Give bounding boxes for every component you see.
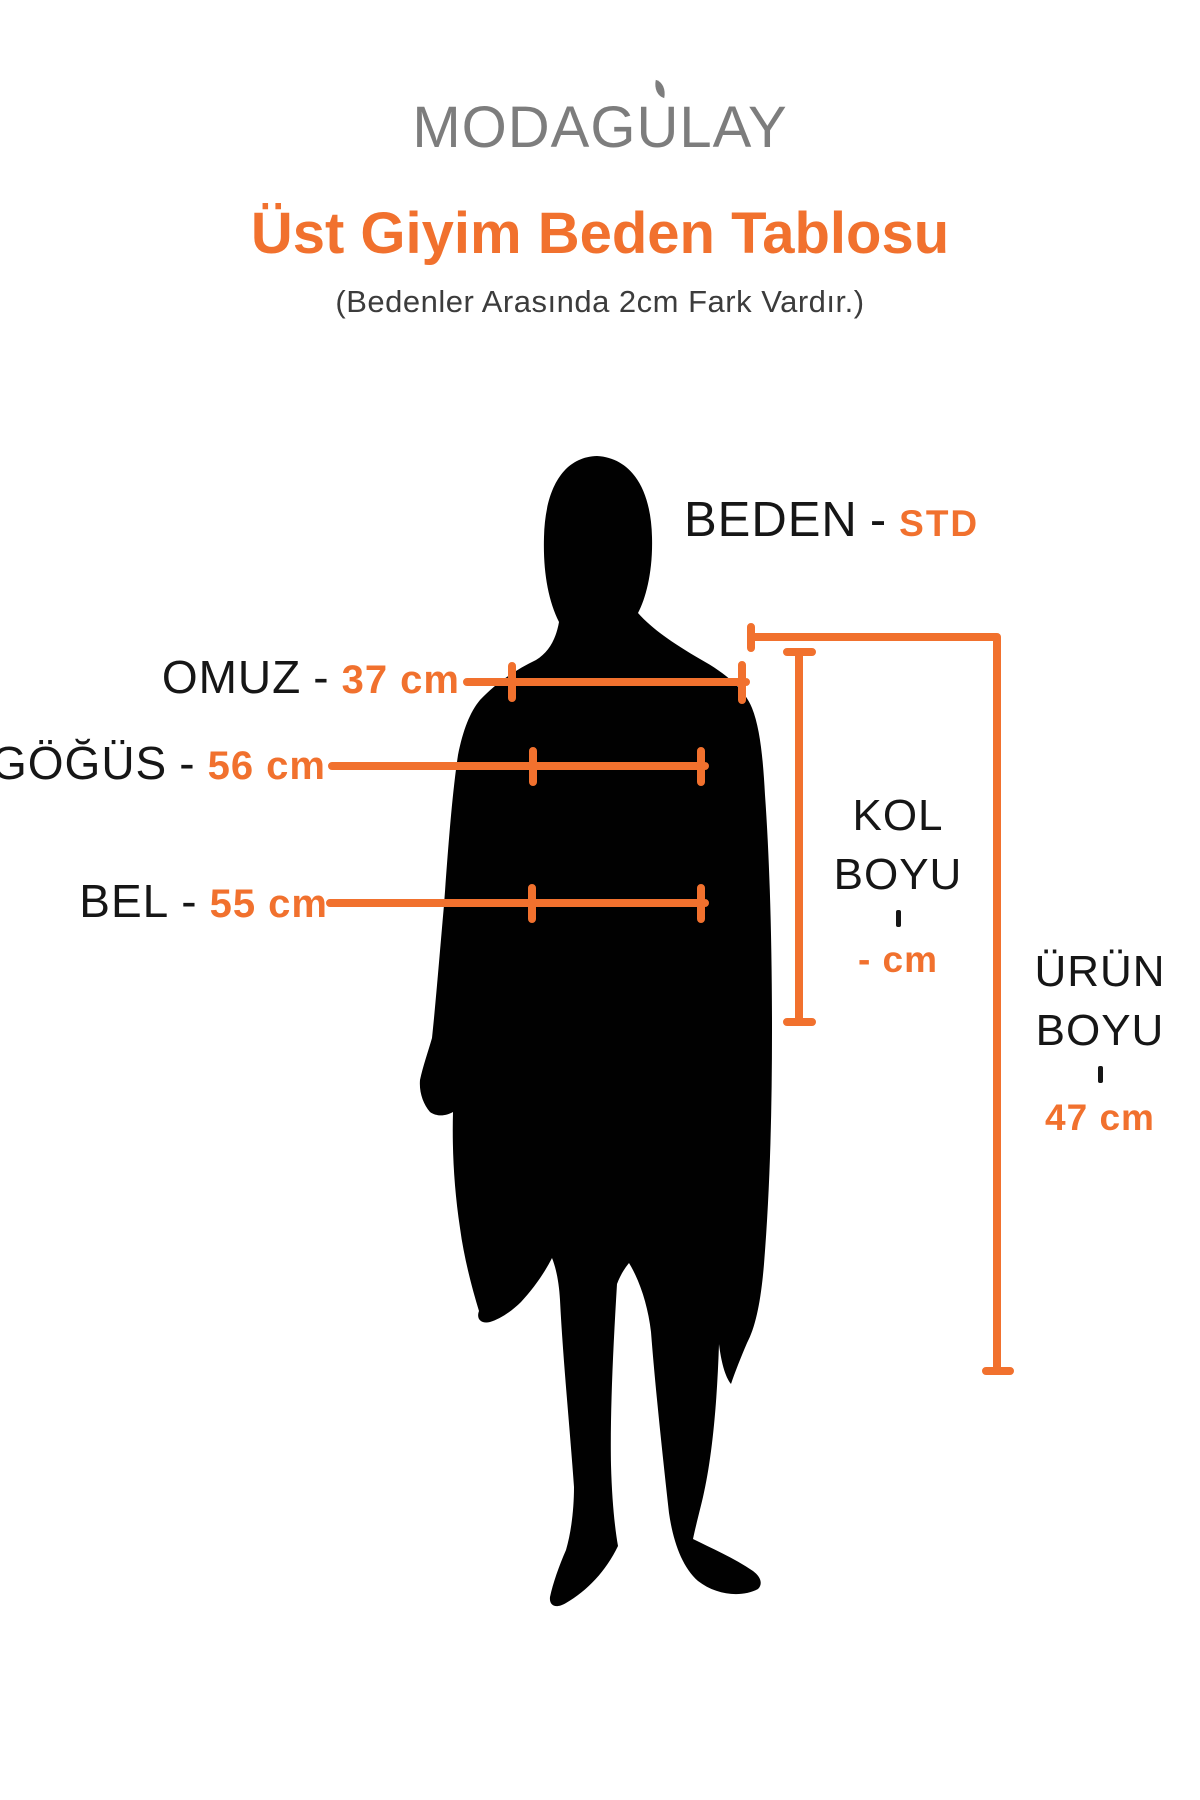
gogus-label: GÖĞÜS bbox=[0, 737, 168, 789]
kol-boyu-measure-line bbox=[783, 648, 816, 1026]
kol-boyu-tick-mark bbox=[895, 910, 901, 927]
urun-boyu-tick-mark bbox=[1097, 1066, 1103, 1083]
size-chart-subtitle: (Bedenler Arasında 2cm Fark Vardır.) bbox=[335, 284, 865, 319]
omuz-label: OMUZ bbox=[161, 651, 302, 703]
bel-measure-line bbox=[326, 884, 709, 923]
urun-boyu-measurement: ÜRÜN BOYU 47 cm bbox=[1002, 942, 1198, 1139]
urun-boyu-label-line2: BOYU bbox=[1035, 1006, 1165, 1055]
beden-separator: - bbox=[869, 493, 888, 547]
beden-label: BEDEN bbox=[684, 493, 858, 547]
bel-measurement: BEL - 55 cm bbox=[79, 874, 328, 928]
kol-boyu-measurement: KOL BOYU - cm bbox=[799, 786, 997, 981]
bel-value: 55 cm bbox=[209, 882, 328, 926]
omuz-measure-line bbox=[463, 661, 750, 704]
brand-logo-accented-letter: U bbox=[636, 79, 679, 161]
omuz-value: 37 cm bbox=[341, 658, 460, 702]
person-silhouette bbox=[419, 456, 772, 1607]
omuz-separator: - bbox=[313, 651, 330, 703]
gogus-value: 56 cm bbox=[207, 744, 326, 788]
brand-logo-suffix: LAY bbox=[679, 95, 788, 160]
bel-separator: - bbox=[181, 875, 198, 927]
kol-boyu-label-line2: BOYU bbox=[833, 850, 963, 899]
gogus-measure-line bbox=[328, 747, 709, 786]
omuz-measurement: OMUZ - 37 cm bbox=[162, 650, 460, 704]
urun-boyu-label-line1: ÜRÜN bbox=[1034, 947, 1166, 996]
beden-measurement: BEDEN - STD bbox=[684, 492, 979, 548]
beden-value: STD bbox=[899, 503, 980, 544]
gogus-measurement: GÖĞÜS - 56 cm bbox=[0, 736, 326, 790]
brand-logo: MODAG ULAY bbox=[0, 79, 1200, 161]
urun-boyu-value: 47 cm bbox=[1045, 1097, 1155, 1138]
bel-label: BEL bbox=[79, 875, 170, 927]
brand-logo-prefix: MODAG bbox=[412, 95, 637, 160]
kol-boyu-label-line1: KOL bbox=[852, 791, 944, 840]
urun-boyu-measure-line bbox=[747, 623, 1014, 1375]
kol-boyu-value: - cm bbox=[857, 939, 939, 980]
size-chart-title: Üst Giyim Beden Tablosu bbox=[250, 201, 950, 266]
gogus-separator: - bbox=[179, 737, 196, 789]
